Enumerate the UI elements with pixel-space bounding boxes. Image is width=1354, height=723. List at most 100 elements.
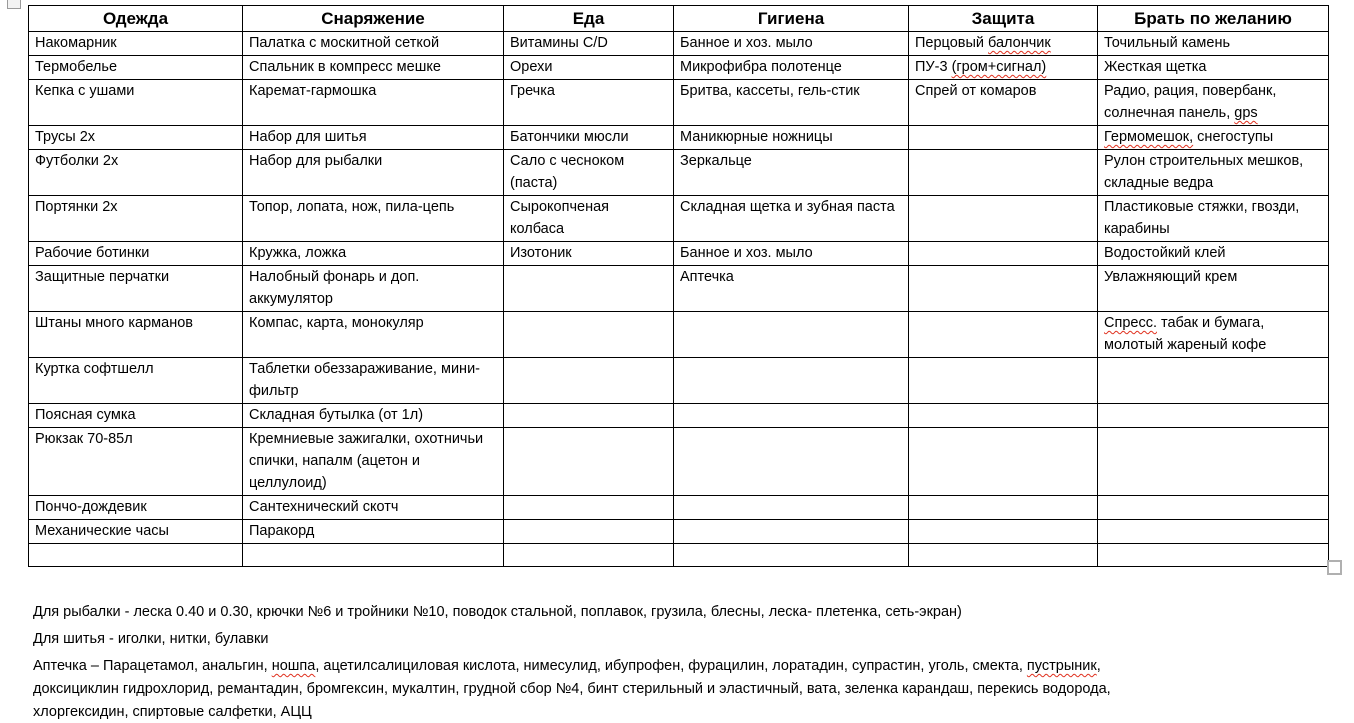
table-cell-protection[interactable] (908, 543, 1098, 567)
table-cell-gear[interactable]: Налобный фонарь и доп. аккумулятор (242, 265, 504, 312)
table-cell-optional[interactable] (1097, 357, 1329, 404)
table-cell-gear[interactable]: Каремат-гармошка (242, 79, 504, 126)
note-paragraph-firstaid[interactable]: Аптечка – Парацетамол, анальгин, ношпа, … (33, 655, 1188, 723)
table-cell-food[interactable]: Сало с чесноком (паста) (503, 149, 674, 196)
column-header-optional[interactable]: Брать по желанию (1097, 5, 1329, 32)
table-cell-optional[interactable]: Рулон строительных мешков, складные ведр… (1097, 149, 1329, 196)
table-cell-optional[interactable]: Гермомешок, снегоступы (1097, 125, 1329, 150)
table-cell-food[interactable]: Батончики мюсли (503, 125, 674, 150)
table-cell-hygiene[interactable]: Банное и хоз. мыло (673, 241, 909, 266)
table-cell-food[interactable] (503, 495, 674, 520)
column-header-clothing[interactable]: Одежда (28, 5, 243, 32)
table-cell-optional[interactable] (1097, 495, 1329, 520)
table-cell-protection[interactable]: ПУ-3 (гром+сигнал) (908, 55, 1098, 80)
column-header-food[interactable]: Еда (503, 5, 674, 32)
table-cell-clothing[interactable]: Накомарник (28, 31, 243, 56)
table-cell-gear[interactable]: Кремниевые зажигалки, охотничьи спички, … (242, 427, 504, 496)
table-cell-gear[interactable]: Палатка с москитной сеткой (242, 31, 504, 56)
table-cell-gear[interactable]: Паракорд (242, 519, 504, 544)
table-cell-hygiene[interactable] (673, 311, 909, 358)
table-move-handle-icon[interactable] (7, 0, 21, 9)
table-cell-gear[interactable]: Набор для рыбалки (242, 149, 504, 196)
table-cell-hygiene[interactable]: Маникюрные ножницы (673, 125, 909, 150)
table-cell-gear[interactable]: Сантехнический скотч (242, 495, 504, 520)
table-cell-optional[interactable]: Точильный камень (1097, 31, 1329, 56)
table-cell-gear[interactable]: Таблетки обеззараживание, мини-фильтр (242, 357, 504, 404)
table-cell-optional[interactable]: Жесткая щетка (1097, 55, 1329, 80)
table-cell-clothing[interactable]: Термобелье (28, 55, 243, 80)
table-cell-gear[interactable]: Компас, карта, монокуляр (242, 311, 504, 358)
table-cell-optional[interactable]: Увлажняющий крем (1097, 265, 1329, 312)
table-cell-optional[interactable] (1097, 519, 1329, 544)
table-cell-gear[interactable]: Топор, лопата, нож, пила-цепь (242, 195, 504, 242)
table-cell-hygiene[interactable]: Банное и хоз. мыло (673, 31, 909, 56)
table-cell-clothing[interactable]: Рюкзак 70-85л (28, 427, 243, 496)
column-header-hygiene[interactable]: Гигиена (673, 5, 909, 32)
table-cell-clothing[interactable]: Кепка с ушами (28, 79, 243, 126)
table-cell-clothing[interactable]: Рабочие ботинки (28, 241, 243, 266)
table-cell-protection[interactable] (908, 125, 1098, 150)
table-cell-protection[interactable]: Перцовый балончик (908, 31, 1098, 56)
table-cell-clothing[interactable]: Механические часы (28, 519, 243, 544)
table-cell-clothing[interactable] (28, 543, 243, 567)
table-cell-protection[interactable] (908, 495, 1098, 520)
table-cell-gear[interactable]: Набор для шитья (242, 125, 504, 150)
table-cell-optional[interactable] (1097, 403, 1329, 428)
table-cell-protection[interactable] (908, 241, 1098, 266)
table-cell-hygiene[interactable] (673, 495, 909, 520)
table-cell-protection[interactable] (908, 149, 1098, 196)
table-cell-protection[interactable] (908, 519, 1098, 544)
table-cell-food[interactable]: Гречка (503, 79, 674, 126)
table-resize-handle[interactable] (1327, 560, 1342, 575)
table-cell-hygiene[interactable]: Складная щетка и зубная паста (673, 195, 909, 242)
table-cell-hygiene[interactable]: Зеркальце (673, 149, 909, 196)
table-cell-hygiene[interactable] (673, 543, 909, 567)
note-paragraph-fishing[interactable]: Для рыбалки - леска 0.40 и 0.30, крючки … (33, 601, 1188, 624)
table-cell-clothing[interactable]: Штаны много карманов (28, 311, 243, 358)
table-cell-clothing[interactable]: Защитные перчатки (28, 265, 243, 312)
table-cell-food[interactable] (503, 403, 674, 428)
table-cell-clothing[interactable]: Футболки 2х (28, 149, 243, 196)
table-cell-optional[interactable] (1097, 427, 1329, 496)
table-cell-hygiene[interactable] (673, 357, 909, 404)
table-cell-optional[interactable]: Пластиковые стяжки, гвозди, карабины (1097, 195, 1329, 242)
table-cell-food[interactable]: Изотоник (503, 241, 674, 266)
table-cell-gear[interactable]: Кружка, ложка (242, 241, 504, 266)
table-cell-hygiene[interactable] (673, 427, 909, 496)
table-cell-protection[interactable]: Спрей от комаров (908, 79, 1098, 126)
table-cell-food[interactable] (503, 265, 674, 312)
table-cell-optional[interactable]: Радио, рация, повербанк, солнечная панел… (1097, 79, 1329, 126)
table-cell-optional[interactable]: Водостойкий клей (1097, 241, 1329, 266)
table-cell-food[interactable] (503, 427, 674, 496)
table-cell-optional[interactable] (1097, 543, 1329, 567)
table-cell-food[interactable] (503, 543, 674, 567)
table-cell-hygiene[interactable]: Микрофибра полотенце (673, 55, 909, 80)
table-cell-protection[interactable] (908, 195, 1098, 242)
table-cell-clothing[interactable]: Поясная сумка (28, 403, 243, 428)
table-cell-protection[interactable] (908, 265, 1098, 312)
table-cell-clothing[interactable]: Трусы 2х (28, 125, 243, 150)
table-cell-gear[interactable]: Складная бутылка (от 1л) (242, 403, 504, 428)
table-cell-protection[interactable] (908, 357, 1098, 404)
table-cell-gear[interactable]: Спальник в компресс мешке (242, 55, 504, 80)
column-header-gear[interactable]: Снаряжение (242, 5, 504, 32)
table-cell-food[interactable]: Витамины C/D (503, 31, 674, 56)
column-header-protection[interactable]: Защита (908, 5, 1098, 32)
table-cell-clothing[interactable]: Куртка софтшелл (28, 357, 243, 404)
table-cell-food[interactable]: Орехи (503, 55, 674, 80)
table-cell-hygiene[interactable] (673, 519, 909, 544)
table-cell-food[interactable] (503, 357, 674, 404)
table-cell-clothing[interactable]: Пончо-дождевик (28, 495, 243, 520)
table-cell-food[interactable] (503, 311, 674, 358)
table-cell-optional[interactable]: Спресс. табак и бумага, молотый жареный … (1097, 311, 1329, 358)
table-cell-protection[interactable] (908, 311, 1098, 358)
table-cell-protection[interactable] (908, 427, 1098, 496)
table-cell-clothing[interactable]: Портянки 2х (28, 195, 243, 242)
table-cell-food[interactable]: Сырокопченая колбаса (503, 195, 674, 242)
table-cell-hygiene[interactable] (673, 403, 909, 428)
table-cell-food[interactable] (503, 519, 674, 544)
table-cell-hygiene[interactable]: Аптечка (673, 265, 909, 312)
note-paragraph-sewing[interactable]: Для шитья - иголки, нитки, булавки (33, 628, 1188, 651)
table-cell-gear[interactable] (242, 543, 504, 567)
table-cell-hygiene[interactable]: Бритва, кассеты, гель-стик (673, 79, 909, 126)
